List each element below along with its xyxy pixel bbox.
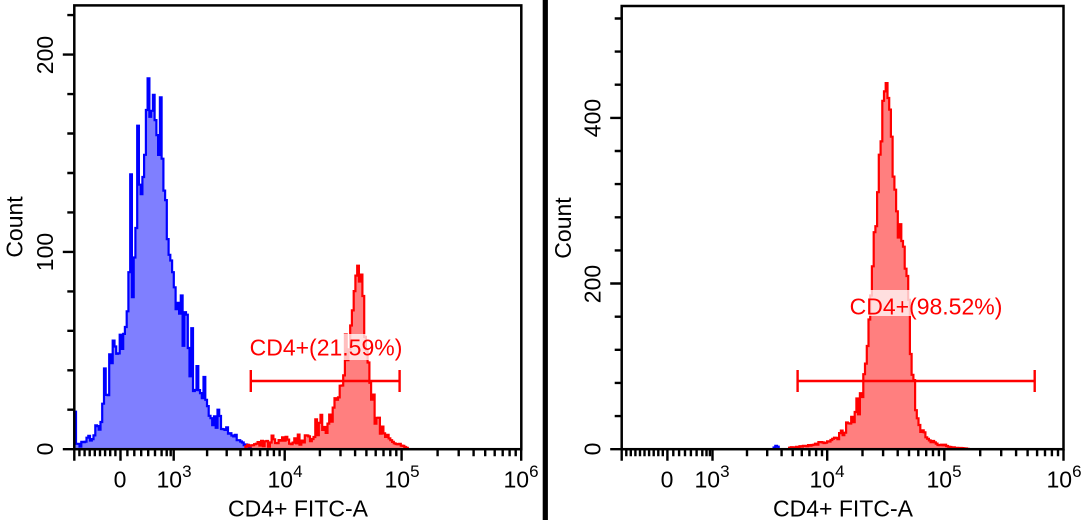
svg-text:200: 200 xyxy=(580,265,606,303)
svg-text:CD4+(98.52%): CD4+(98.52%) xyxy=(850,294,1003,320)
svg-text:Count: Count xyxy=(2,196,28,258)
svg-text:0: 0 xyxy=(661,467,674,493)
svg-text:100: 100 xyxy=(32,233,58,271)
svg-text:103: 103 xyxy=(694,462,729,493)
svg-text:0: 0 xyxy=(114,467,127,493)
svg-text:CD4+ FITC-A: CD4+ FITC-A xyxy=(228,496,369,520)
svg-text:200: 200 xyxy=(32,36,58,74)
svg-text:0: 0 xyxy=(580,443,606,456)
svg-text:0: 0 xyxy=(32,443,58,456)
svg-text:CD4+(21.59%): CD4+(21.59%) xyxy=(250,335,403,361)
svg-text:Count: Count xyxy=(550,197,576,259)
svg-text:400: 400 xyxy=(580,99,606,137)
svg-text:CD4+ FITC-A: CD4+ FITC-A xyxy=(773,496,914,520)
